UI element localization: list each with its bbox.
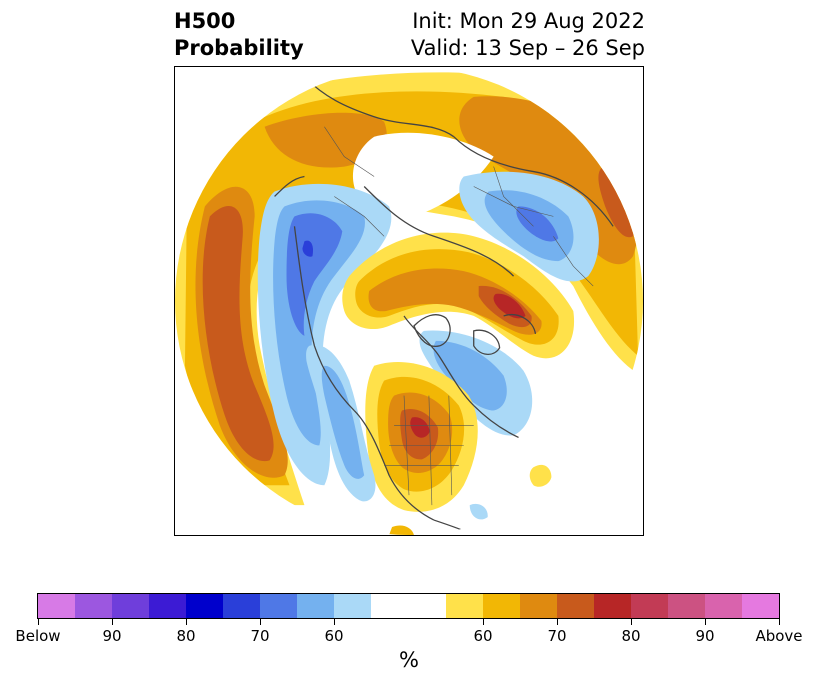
below-pacific-nw-65 (321, 365, 365, 479)
variable-subtitle: Probability (174, 36, 304, 60)
colorbar-tick (38, 619, 39, 625)
colorbar-segment (112, 594, 150, 618)
colorbar-tick-label: Below (15, 627, 61, 645)
colorbar-segment (630, 594, 668, 618)
colorbar-segment (741, 594, 779, 618)
colorbar-segment (297, 594, 335, 618)
above-arctic-70 (368, 268, 542, 335)
colorbar-tick (483, 619, 484, 625)
colorbar-tick (186, 619, 187, 625)
probability-map (175, 67, 643, 535)
below-greenland-65 (433, 340, 507, 411)
political-borders (324, 126, 594, 506)
neutral-arctic-gap (352, 132, 494, 218)
colorbar-tick (779, 619, 780, 625)
colorbar-tick (631, 619, 632, 625)
colorbar-tick-label: 90 (102, 627, 122, 645)
colorbar-tick (334, 619, 335, 625)
polar-map-panel (174, 66, 644, 536)
above-ring-70 (264, 112, 387, 168)
colorbar-tick-label: 60 (324, 627, 344, 645)
below-asia-75 (302, 240, 314, 257)
colorbar-segment (371, 594, 446, 618)
above-ne-75 (598, 166, 635, 238)
colorbar-segment (519, 594, 557, 618)
colorbar-tick-label: 80 (621, 627, 641, 645)
colorbar-tick-label: 90 (695, 627, 715, 645)
colorbar-tick-label: 70 (547, 627, 567, 645)
valid-range-label: Valid: 13 Sep – 26 Sep (410, 36, 645, 60)
colorbar-segment (593, 594, 631, 618)
colorbar-segment (556, 594, 594, 618)
colorbar-segment (445, 594, 483, 618)
above-west-75 (202, 206, 274, 462)
colorbar-tick (557, 619, 558, 625)
init-date-label: Init: Mon 29 Aug 2022 (412, 9, 645, 33)
colorbar-segment (260, 594, 298, 618)
colorbar-segment (149, 594, 187, 618)
below-asia-70 (286, 213, 343, 336)
colorbar-tick (260, 619, 261, 625)
colorbar-segment (704, 594, 742, 618)
above-atlantic-blob (529, 464, 552, 487)
above-south-blob (389, 525, 414, 535)
colorbar-unit-label: % (399, 648, 419, 672)
colorbar-tick-label: Above (755, 627, 803, 645)
below-south-blob (469, 503, 488, 520)
colorbar-segment (667, 594, 705, 618)
colorbar-segment (223, 594, 261, 618)
colorbar-segment (38, 594, 76, 618)
colorbar-segment (75, 594, 113, 618)
colorbar-segment (482, 594, 520, 618)
colorbar-segment (186, 594, 224, 618)
colorbar-tick (705, 619, 706, 625)
above-namerica-80 (410, 417, 430, 438)
below-europe-70 (516, 206, 559, 242)
variable-title: H500 (174, 9, 236, 33)
colorbar-segment (334, 594, 372, 618)
colorbar-tick-label: 60 (473, 627, 493, 645)
probability-colorbar (37, 593, 780, 619)
colorbar-tick-label: 80 (176, 627, 196, 645)
colorbar-tick-label: 70 (250, 627, 270, 645)
above-arctic-80 (493, 293, 526, 319)
colorbar-tick (112, 619, 113, 625)
